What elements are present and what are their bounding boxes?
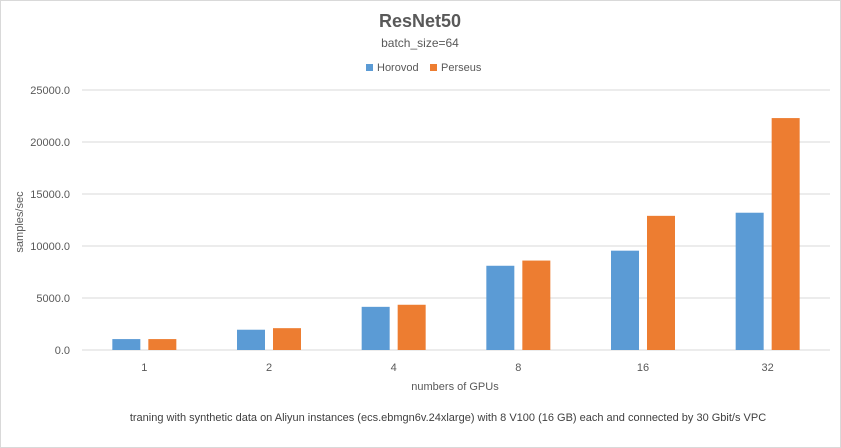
x-tick-label: 16 xyxy=(637,362,649,374)
y-tick-label: 5000.0 xyxy=(36,293,70,305)
chart-subtitle: batch_size=64 xyxy=(381,36,459,50)
bar-perseus-1-gpus xyxy=(148,339,177,350)
x-axis-label: numbers of GPUs xyxy=(411,381,499,393)
y-axis-ticks: 0.0 5000.0 10000.0 15000.0 20000.0 25000.0 xyxy=(30,85,70,357)
bar-horovod-16-gpus xyxy=(611,250,639,350)
bar-horovod-4-gpus xyxy=(361,306,390,350)
x-tick-label: 1 xyxy=(141,362,147,374)
legend-label-perseus: Perseus xyxy=(441,62,482,74)
y-tick-label: 15000.0 xyxy=(30,189,70,201)
bar-perseus-8-gpus xyxy=(522,260,551,350)
y-tick-label: 20000.0 xyxy=(30,137,70,149)
y-tick-label: 0.0 xyxy=(55,345,70,357)
y-axis-label: samples/sec xyxy=(14,191,26,253)
y-tick-label: 10000.0 xyxy=(30,241,70,253)
bar-perseus-32-gpus xyxy=(771,118,800,350)
legend-swatch-horovod xyxy=(366,64,373,71)
chart-title: ResNet50 xyxy=(379,11,461,31)
bars xyxy=(112,118,800,350)
legend-label-horovod: Horovod xyxy=(377,62,419,74)
bar-horovod-32-gpus xyxy=(735,212,764,350)
bar-perseus-16-gpus xyxy=(647,215,675,350)
y-tick-label: 25000.0 xyxy=(30,85,70,97)
x-tick-label: 4 xyxy=(391,362,397,374)
gridlines xyxy=(82,89,830,351)
chart-footnote: traning with synthetic data on Aliyun in… xyxy=(130,412,766,424)
x-axis-ticks: 1 2 4 8 16 32 xyxy=(141,362,774,374)
bar-horovod-1-gpus xyxy=(112,339,141,350)
bar-perseus-2-gpus xyxy=(273,328,301,350)
x-tick-label: 2 xyxy=(266,362,272,374)
bar-perseus-4-gpus xyxy=(397,304,426,350)
bar-horovod-2-gpus xyxy=(237,329,265,350)
bar-horovod-8-gpus xyxy=(486,265,515,350)
x-tick-label: 8 xyxy=(515,362,521,374)
legend: Horovod Perseus xyxy=(366,62,482,74)
x-tick-label: 32 xyxy=(762,362,774,374)
legend-swatch-perseus xyxy=(430,64,437,71)
